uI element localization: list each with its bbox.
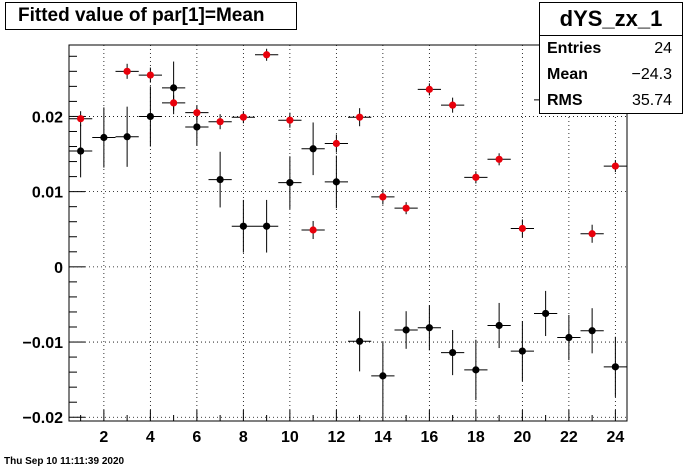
data-point [286, 116, 294, 124]
data-point [379, 372, 387, 380]
data-point [356, 113, 364, 121]
x-tick-label: 10 [281, 429, 299, 446]
data-point [611, 162, 619, 170]
data-point [611, 363, 619, 371]
data-point [123, 133, 131, 141]
y-tick-label: 0.01 [32, 185, 63, 202]
x-tick-label: 2 [99, 429, 108, 446]
x-tick-label: 22 [560, 429, 578, 446]
data-point [309, 226, 317, 234]
data-point [588, 327, 596, 335]
x-tick-label: 4 [146, 429, 155, 446]
stats-value: 24 [654, 40, 672, 57]
stats-row-mean: Mean −24.3 [540, 62, 682, 88]
data-point [449, 348, 457, 357]
stats-box: dYS_zx_1 Entries 24 Mean −24.3 RMS 35.74 [539, 2, 683, 114]
data-point [170, 84, 178, 92]
data-point [216, 118, 224, 126]
x-tick-label: 12 [327, 429, 345, 446]
data-point [356, 337, 364, 345]
data-point [239, 222, 247, 230]
data-point [263, 222, 271, 230]
data-point [286, 179, 294, 187]
data-point [402, 326, 410, 334]
stats-row-rms: RMS 35.74 [540, 88, 682, 114]
data-point [379, 193, 387, 201]
y-tick-label: −0.02 [23, 410, 64, 427]
data-point [332, 139, 340, 148]
stats-row-entries: Entries 24 [540, 36, 682, 62]
data-point [146, 71, 154, 79]
data-point [425, 324, 433, 332]
y-tick-label: 0.02 [32, 109, 63, 126]
data-point [518, 224, 526, 233]
series-red [69, 48, 627, 243]
x-tick-label: 18 [467, 429, 485, 446]
plot-frame [68, 44, 628, 422]
data-point [193, 123, 201, 131]
data-points [69, 48, 627, 410]
x-tick-label: 20 [513, 429, 531, 446]
data-point [170, 99, 178, 107]
data-point [472, 366, 480, 374]
x-tick-label: 6 [192, 429, 201, 446]
x-tick-label: 24 [606, 429, 624, 446]
data-point [565, 333, 573, 342]
data-point [309, 145, 317, 153]
stats-label: Entries [547, 40, 602, 57]
data-point [332, 178, 340, 186]
data-point [495, 155, 503, 163]
data-point [472, 173, 480, 181]
data-point [239, 113, 247, 121]
data-point [146, 112, 154, 121]
x-tick-label: 8 [239, 429, 248, 446]
x-tick-label: 16 [420, 429, 438, 446]
chart-title: Fitted value of par[1]=Mean [5, 2, 297, 30]
data-point [77, 147, 85, 155]
data-point [193, 109, 201, 117]
data-point [263, 51, 271, 59]
y-tick-label: 0 [54, 260, 63, 277]
stats-value: −24.3 [631, 66, 672, 83]
stats-value: 35.74 [631, 92, 672, 109]
x-tick-label: 14 [374, 429, 392, 446]
data-point [402, 204, 410, 212]
date-stamp: Thu Sep 10 11:11:39 2020 [4, 456, 125, 467]
data-point [449, 101, 457, 109]
data-point [542, 309, 550, 318]
data-point [588, 230, 596, 238]
data-point [518, 347, 526, 355]
data-point [216, 176, 224, 184]
stats-histogram-name: dYS_zx_1 [540, 3, 682, 36]
stats-label: RMS [547, 92, 583, 109]
data-point [77, 115, 85, 123]
data-point [123, 67, 131, 75]
series-black [69, 61, 627, 410]
y-tick-label: −0.01 [23, 335, 64, 352]
stats-label: Mean [547, 66, 588, 83]
data-point [495, 321, 503, 330]
data-point [100, 133, 108, 142]
data-point [425, 85, 433, 93]
